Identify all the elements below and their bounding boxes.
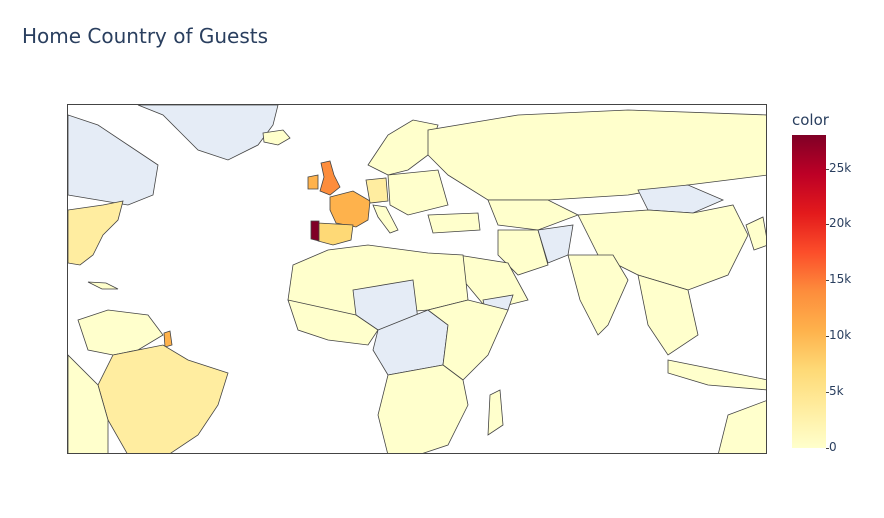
iceland[interactable] — [262, 129, 291, 146]
colorbar-title: color — [792, 111, 829, 129]
se-asia[interactable] — [637, 274, 699, 356]
colombia-venezuela[interactable] — [77, 309, 164, 356]
italy[interactable] — [372, 204, 399, 234]
peru-bolivia[interactable] — [68, 354, 109, 454]
colorbar-tick-label: 25k — [829, 160, 852, 175]
west-africa[interactable] — [287, 299, 379, 346]
colorbar — [792, 135, 826, 448]
canada[interactable] — [68, 114, 159, 206]
australia[interactable] — [718, 400, 767, 454]
ireland[interactable] — [307, 174, 319, 190]
colorbar-tick-label: 15k — [829, 272, 852, 287]
scandinavia[interactable] — [367, 119, 439, 176]
colorbar-tickmark — [826, 448, 829, 449]
madagascar[interactable] — [487, 389, 504, 436]
portugal[interactable] — [310, 220, 320, 242]
turkey[interactable] — [427, 212, 481, 234]
world-map[interactable] — [67, 104, 767, 454]
mongolia[interactable] — [637, 184, 725, 214]
germany[interactable] — [365, 177, 389, 204]
kazakhstan[interactable] — [487, 199, 579, 231]
colorbar-tickmark — [826, 224, 829, 226]
colorbar-tick-label: 20k — [829, 216, 852, 231]
eastern-europe[interactable] — [387, 169, 449, 216]
greenland[interactable] — [137, 105, 279, 161]
indonesia[interactable] — [667, 359, 767, 391]
usa[interactable] — [68, 200, 124, 266]
colorbar-tickmark — [826, 280, 829, 282]
colorbar-tickmark — [826, 392, 829, 394]
colorbar-tick-label: 0 — [829, 440, 837, 454]
chart-title: Home Country of Guests — [22, 24, 269, 48]
colorbar-tickmark — [826, 168, 829, 170]
brazil[interactable] — [97, 344, 229, 454]
french-guiana[interactable] — [163, 330, 173, 348]
spain[interactable] — [317, 222, 354, 246]
japan-korea[interactable] — [745, 216, 767, 251]
iran[interactable] — [497, 229, 549, 276]
india[interactable] — [567, 254, 629, 336]
france[interactable] — [329, 190, 371, 228]
colorbar-tickmark — [826, 336, 829, 338]
colorbar-tick-label: 10k — [829, 328, 852, 343]
russia[interactable] — [427, 109, 767, 201]
cuba[interactable] — [87, 281, 119, 290]
colorbar-tick-label: 5k — [829, 384, 844, 399]
uk[interactable] — [319, 160, 341, 196]
east-africa[interactable] — [427, 299, 509, 381]
map-svg — [68, 105, 767, 454]
southern-africa[interactable] — [377, 364, 469, 454]
